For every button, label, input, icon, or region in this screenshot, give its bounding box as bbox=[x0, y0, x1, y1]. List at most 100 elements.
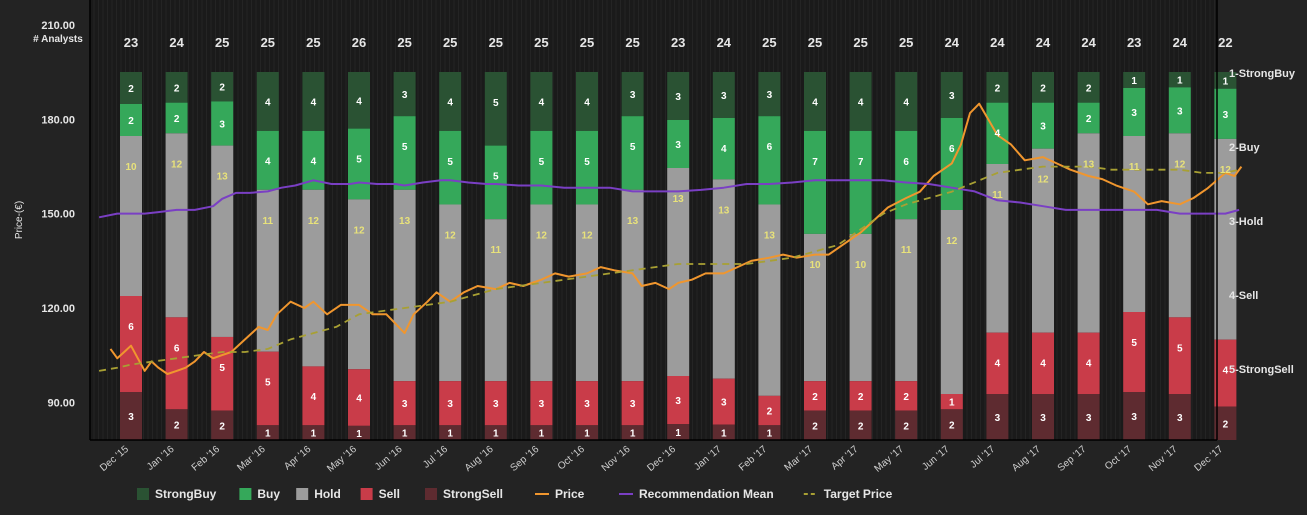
bar-value-label: 3 bbox=[1040, 413, 1046, 424]
bar-value-label: 5 bbox=[219, 363, 225, 374]
bar-strongsell bbox=[621, 425, 644, 440]
bar-value-label: 1 bbox=[721, 428, 727, 439]
bar-sell bbox=[393, 381, 416, 426]
bar-value-label: 4 bbox=[858, 97, 864, 108]
bar-buy bbox=[348, 128, 370, 200]
bar-hold bbox=[576, 204, 598, 382]
x-tick-label: Oct '17 bbox=[1103, 444, 1134, 473]
bar-strongbuy bbox=[393, 72, 416, 117]
bar-value-label: 2 bbox=[767, 407, 773, 418]
bar-strongbuy bbox=[621, 72, 644, 117]
bar-value-label: 3 bbox=[584, 399, 590, 410]
y-tick-label: 210.00 bbox=[41, 20, 75, 32]
bar-value-label: 3 bbox=[493, 399, 499, 410]
bar-value-label: 10 bbox=[855, 260, 867, 271]
bar-strongsell bbox=[530, 425, 553, 440]
bar-hold bbox=[940, 210, 963, 394]
bar-hold bbox=[165, 133, 188, 318]
x-tick-label: Dec '16 bbox=[645, 444, 678, 474]
bar-value-label: 5 bbox=[402, 142, 408, 153]
analyst-count: 23 bbox=[1127, 35, 1141, 50]
legend-swatch-strongsell bbox=[425, 488, 437, 500]
bar-sell bbox=[1214, 339, 1237, 407]
bar-value-label: 2 bbox=[812, 392, 818, 403]
bar-value-label: 5 bbox=[630, 142, 636, 153]
bar-value-label: 4 bbox=[447, 97, 453, 108]
bar-value-label: 13 bbox=[673, 194, 685, 205]
bar-sell bbox=[621, 381, 644, 426]
analyst-count: 25 bbox=[625, 35, 639, 50]
bar-strongbuy bbox=[895, 72, 918, 131]
bar-value-label: 1 bbox=[265, 429, 271, 440]
bar-value-label: 12 bbox=[946, 236, 958, 247]
line-target-price bbox=[98, 165, 1240, 372]
bar-value-label: 3 bbox=[1177, 413, 1183, 424]
bar-value-label: 1 bbox=[402, 429, 408, 440]
bar-value-label: 2 bbox=[219, 83, 225, 94]
bar-value-label: 5 bbox=[493, 98, 499, 109]
bar-hold bbox=[1123, 136, 1146, 312]
analysts-label: # Analysts bbox=[33, 34, 83, 45]
legend-label: Price bbox=[555, 487, 585, 501]
bar-value-label: 3 bbox=[721, 91, 727, 102]
bar-strongsell bbox=[120, 392, 142, 440]
bar-hold bbox=[256, 189, 279, 352]
bar-value-label: 1 bbox=[1131, 76, 1137, 87]
bar-value-label: 2 bbox=[995, 83, 1001, 94]
bar-sell bbox=[348, 369, 370, 426]
analyst-count: 25 bbox=[853, 35, 867, 50]
bar-hold bbox=[986, 164, 1009, 333]
bar-value-label: 2 bbox=[858, 421, 864, 432]
bar-strongbuy bbox=[439, 72, 462, 131]
bar-buy bbox=[1214, 88, 1237, 139]
bar-sell bbox=[758, 395, 781, 426]
bar-strongsell bbox=[1077, 394, 1100, 440]
bar-hold bbox=[895, 219, 918, 382]
bar-value-label: 10 bbox=[809, 260, 821, 271]
bar-buy bbox=[302, 130, 325, 190]
bar-buy bbox=[211, 101, 234, 146]
bar-sell bbox=[439, 381, 462, 426]
x-tick-label: Jan '16 bbox=[145, 444, 177, 473]
x-tick-label: Nov '16 bbox=[600, 444, 633, 474]
analyst-count: 24 bbox=[1173, 35, 1188, 50]
bar-strongsell bbox=[256, 425, 279, 440]
bar-hold bbox=[1214, 138, 1237, 340]
legend-swatch-sell bbox=[360, 488, 373, 500]
bar-value-label: 2 bbox=[1223, 419, 1229, 430]
analyst-count: 25 bbox=[762, 35, 776, 50]
bar-value-label: 11 bbox=[992, 190, 1003, 201]
bar-hold bbox=[211, 145, 234, 337]
bar-value-label: 1 bbox=[493, 429, 499, 440]
bar-value-label: 3 bbox=[630, 90, 636, 101]
bar-strongbuy bbox=[804, 72, 826, 131]
bar-hold bbox=[120, 136, 142, 296]
bar-value-label: 1 bbox=[447, 429, 453, 440]
bar-sell bbox=[256, 351, 279, 426]
bar-buy bbox=[576, 130, 598, 205]
analyst-count: 24 bbox=[945, 35, 960, 50]
bar-value-label: 3 bbox=[1131, 412, 1137, 423]
bar-value-label: 3 bbox=[675, 140, 681, 151]
rating-level-label: 4-Sell bbox=[1229, 290, 1258, 302]
bar-hold bbox=[1032, 148, 1054, 333]
bar-strongbuy bbox=[530, 72, 553, 131]
bar-strongsell bbox=[302, 425, 325, 440]
legend-label: StrongSell bbox=[443, 487, 503, 501]
bar-value-label: 4 bbox=[995, 129, 1001, 140]
bar-value-label: 2 bbox=[949, 421, 955, 432]
bar-value-label: 6 bbox=[767, 142, 773, 153]
bar-hold bbox=[804, 233, 826, 382]
analyst-count: 26 bbox=[352, 35, 366, 50]
legend-label: Sell bbox=[379, 487, 400, 501]
bar-strongbuy bbox=[576, 72, 598, 131]
bar-value-label: 4 bbox=[311, 97, 317, 108]
bar-value-label: 12 bbox=[1220, 165, 1232, 176]
bar-sell bbox=[940, 394, 963, 410]
analyst-count: 25 bbox=[306, 35, 320, 50]
bar-value-label: 3 bbox=[539, 399, 545, 410]
rating-level-label: 1-StrongBuy bbox=[1229, 68, 1296, 80]
bar-value-label: 2 bbox=[903, 392, 909, 403]
bar-hold bbox=[667, 168, 690, 376]
